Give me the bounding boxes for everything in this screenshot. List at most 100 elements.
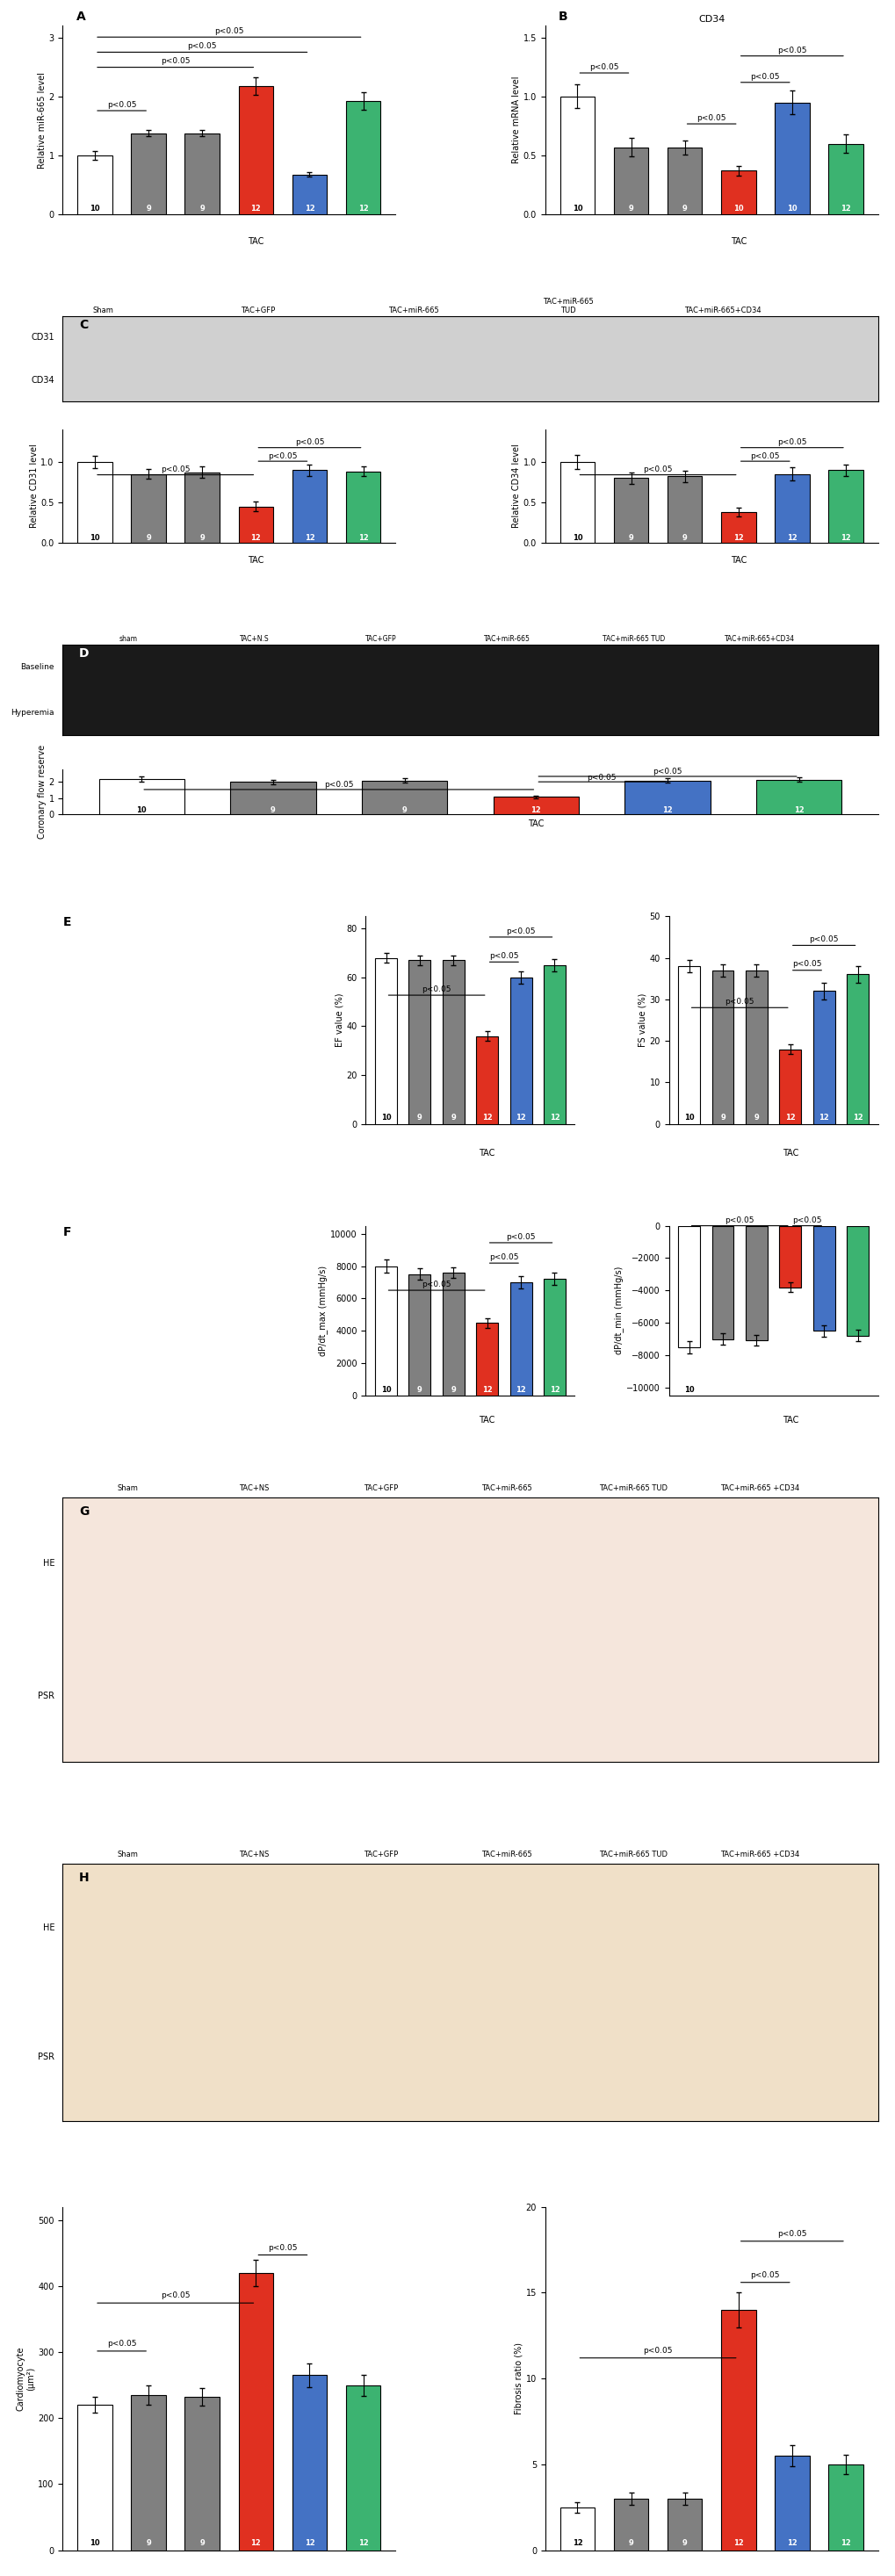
- Text: 12: 12: [516, 1113, 525, 1121]
- Bar: [813, 992, 834, 1123]
- Text: 12: 12: [852, 1386, 862, 1394]
- Text: p<0.05: p<0.05: [160, 2293, 190, 2300]
- Text: p<0.05: p<0.05: [160, 466, 190, 474]
- Text: CD31: CD31: [31, 332, 55, 343]
- Bar: [238, 507, 273, 544]
- Bar: [828, 2465, 863, 2550]
- Text: p<0.05: p<0.05: [808, 935, 838, 943]
- Text: 9: 9: [720, 1386, 725, 1394]
- Bar: [184, 2398, 219, 2550]
- Text: p<0.05: p<0.05: [324, 781, 354, 788]
- Text: p<0.05: p<0.05: [506, 927, 535, 935]
- Text: 12: 12: [516, 1386, 525, 1394]
- Bar: [476, 1036, 498, 1123]
- Text: 10: 10: [90, 204, 100, 214]
- Bar: [345, 471, 380, 544]
- Text: TAC: TAC: [781, 1149, 797, 1157]
- Bar: [509, 976, 532, 1123]
- Text: p<0.05: p<0.05: [187, 41, 217, 52]
- Text: C: C: [79, 319, 88, 332]
- Text: TAC+NS: TAC+NS: [239, 1850, 269, 1857]
- Text: TAC: TAC: [479, 1149, 495, 1157]
- Text: PSR: PSR: [38, 2053, 55, 2061]
- Y-axis label: FS value (%): FS value (%): [637, 994, 646, 1046]
- Bar: [375, 1267, 396, 1396]
- Bar: [774, 2455, 809, 2550]
- Text: 9: 9: [417, 1386, 422, 1394]
- Text: sham: sham: [119, 634, 137, 644]
- Bar: [624, 781, 710, 814]
- Text: 12: 12: [840, 204, 850, 214]
- Bar: [667, 477, 702, 544]
- Text: TAC: TAC: [248, 237, 264, 245]
- Bar: [292, 469, 327, 544]
- Text: TAC+miR-665
TUD: TAC+miR-665 TUD: [542, 299, 593, 314]
- Text: 9: 9: [402, 806, 406, 814]
- Text: TAC+miR-665 TUD: TAC+miR-665 TUD: [599, 1850, 667, 1857]
- Text: p<0.05: p<0.05: [489, 953, 518, 961]
- Text: p<0.05: p<0.05: [586, 773, 616, 781]
- Text: p<0.05: p<0.05: [777, 2231, 806, 2239]
- Text: p<0.05: p<0.05: [724, 1216, 754, 1224]
- Text: TAC+GFP: TAC+GFP: [363, 1850, 397, 1857]
- Text: TAC: TAC: [527, 819, 543, 829]
- Text: 12: 12: [251, 533, 260, 541]
- Bar: [774, 103, 809, 214]
- Text: 9: 9: [682, 2540, 686, 2548]
- Text: 10: 10: [786, 204, 797, 214]
- Text: 12: 12: [840, 2540, 850, 2548]
- Text: TAC: TAC: [781, 1417, 797, 1425]
- Text: p<0.05: p<0.05: [422, 984, 451, 994]
- Bar: [559, 95, 594, 214]
- Title: CD34: CD34: [697, 15, 724, 23]
- Bar: [345, 100, 380, 214]
- Text: 9: 9: [720, 1113, 725, 1121]
- Text: p<0.05: p<0.05: [160, 57, 190, 64]
- Text: G: G: [79, 1504, 89, 1517]
- Bar: [292, 175, 327, 214]
- Bar: [230, 783, 316, 814]
- Text: CD34: CD34: [31, 376, 55, 384]
- Text: 10: 10: [684, 1386, 694, 1394]
- Bar: [77, 2406, 112, 2550]
- Bar: [779, 1226, 800, 1288]
- Bar: [559, 461, 594, 544]
- Text: Sham: Sham: [117, 1850, 139, 1857]
- Bar: [131, 2396, 166, 2550]
- Text: 9: 9: [450, 1113, 456, 1121]
- Bar: [184, 471, 219, 544]
- Bar: [238, 2272, 273, 2550]
- Text: p<0.05: p<0.05: [107, 2339, 136, 2347]
- Text: 10: 10: [90, 533, 100, 541]
- Text: TAC+NS: TAC+NS: [239, 1484, 269, 1492]
- Text: 12: 12: [840, 533, 850, 541]
- Text: HE: HE: [43, 1558, 55, 1569]
- Text: p<0.05: p<0.05: [643, 466, 672, 474]
- Bar: [779, 1048, 800, 1123]
- Bar: [667, 147, 702, 214]
- Text: H: H: [79, 1870, 90, 1883]
- Y-axis label: dP/dt_min (mmHg/s): dP/dt_min (mmHg/s): [614, 1267, 623, 1355]
- Text: Baseline: Baseline: [21, 662, 55, 672]
- Text: p<0.05: p<0.05: [107, 100, 136, 108]
- Text: 12: 12: [572, 2540, 582, 2548]
- Text: 12: 12: [661, 806, 672, 814]
- Text: TAC+miR-665+CD34: TAC+miR-665+CD34: [724, 634, 794, 644]
- Text: p<0.05: p<0.05: [724, 997, 754, 1005]
- Text: 9: 9: [146, 533, 151, 541]
- Text: p<0.05: p<0.05: [696, 113, 726, 121]
- Text: p<0.05: p<0.05: [777, 438, 806, 446]
- Text: TAC+miR-665 +CD34: TAC+miR-665 +CD34: [720, 1484, 798, 1492]
- Text: 12: 12: [784, 1113, 795, 1121]
- Bar: [442, 1273, 464, 1396]
- Text: p<0.05: p<0.05: [489, 1255, 518, 1262]
- Bar: [476, 1321, 498, 1396]
- Text: 12: 12: [531, 806, 541, 814]
- Bar: [98, 778, 184, 814]
- Bar: [442, 961, 464, 1123]
- Bar: [493, 796, 578, 814]
- Y-axis label: Relative miR-665 level: Relative miR-665 level: [38, 72, 47, 167]
- Bar: [543, 966, 565, 1123]
- Text: p<0.05: p<0.05: [750, 453, 780, 461]
- Text: 9: 9: [146, 2540, 151, 2548]
